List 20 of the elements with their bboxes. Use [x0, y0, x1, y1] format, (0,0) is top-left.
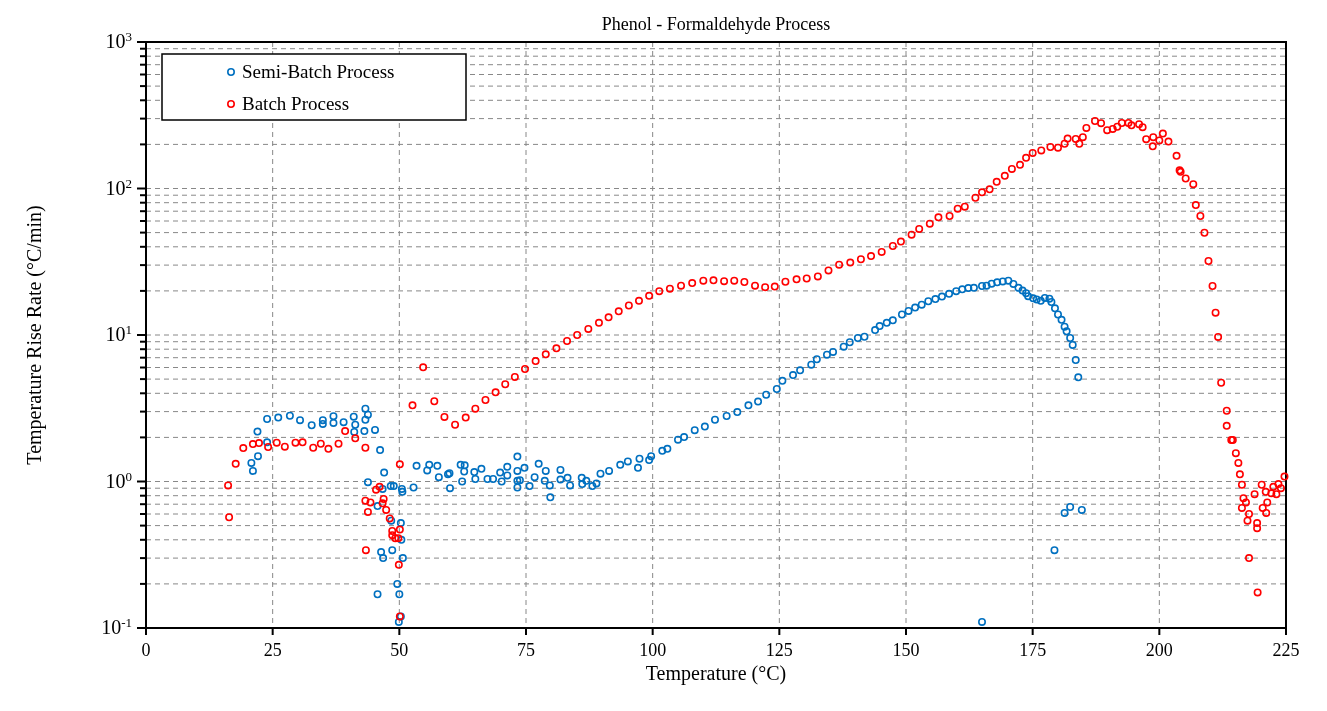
x-tick-label: 125 [765, 640, 793, 660]
y-tick-label: 10$^{3}$ [105, 28, 132, 52]
x-tick-label: 75 [517, 640, 535, 660]
y-tick-label: 10$^{1}$ [105, 321, 132, 345]
legend-label: Semi-Batch Process [242, 61, 395, 82]
x-tick-label: 0 [141, 640, 151, 660]
x-tick-label: 25 [263, 640, 282, 660]
legend-label: Batch Process [242, 93, 350, 114]
chart-title: Phenol - Formaldehyde Process [601, 14, 831, 34]
x-tick-label: 225 [1272, 640, 1300, 660]
y-tick-label: 10$^{0}$ [105, 468, 132, 492]
x-tick-label: 150 [892, 640, 920, 660]
y-axis-title: Temperature Rise Rate (°C/min) [23, 205, 46, 465]
x-tick-label: 175 [1019, 640, 1047, 660]
y-tick-label: 10$^{2}$ [105, 175, 132, 199]
y-tick-label: 10$^{-1}$ [101, 614, 132, 638]
x-tick-label: 100 [639, 640, 667, 660]
x-tick-label: 50 [390, 640, 409, 660]
x-axis-title: Temperature (°C) [645, 662, 787, 685]
x-tick-label: 200 [1145, 640, 1173, 660]
